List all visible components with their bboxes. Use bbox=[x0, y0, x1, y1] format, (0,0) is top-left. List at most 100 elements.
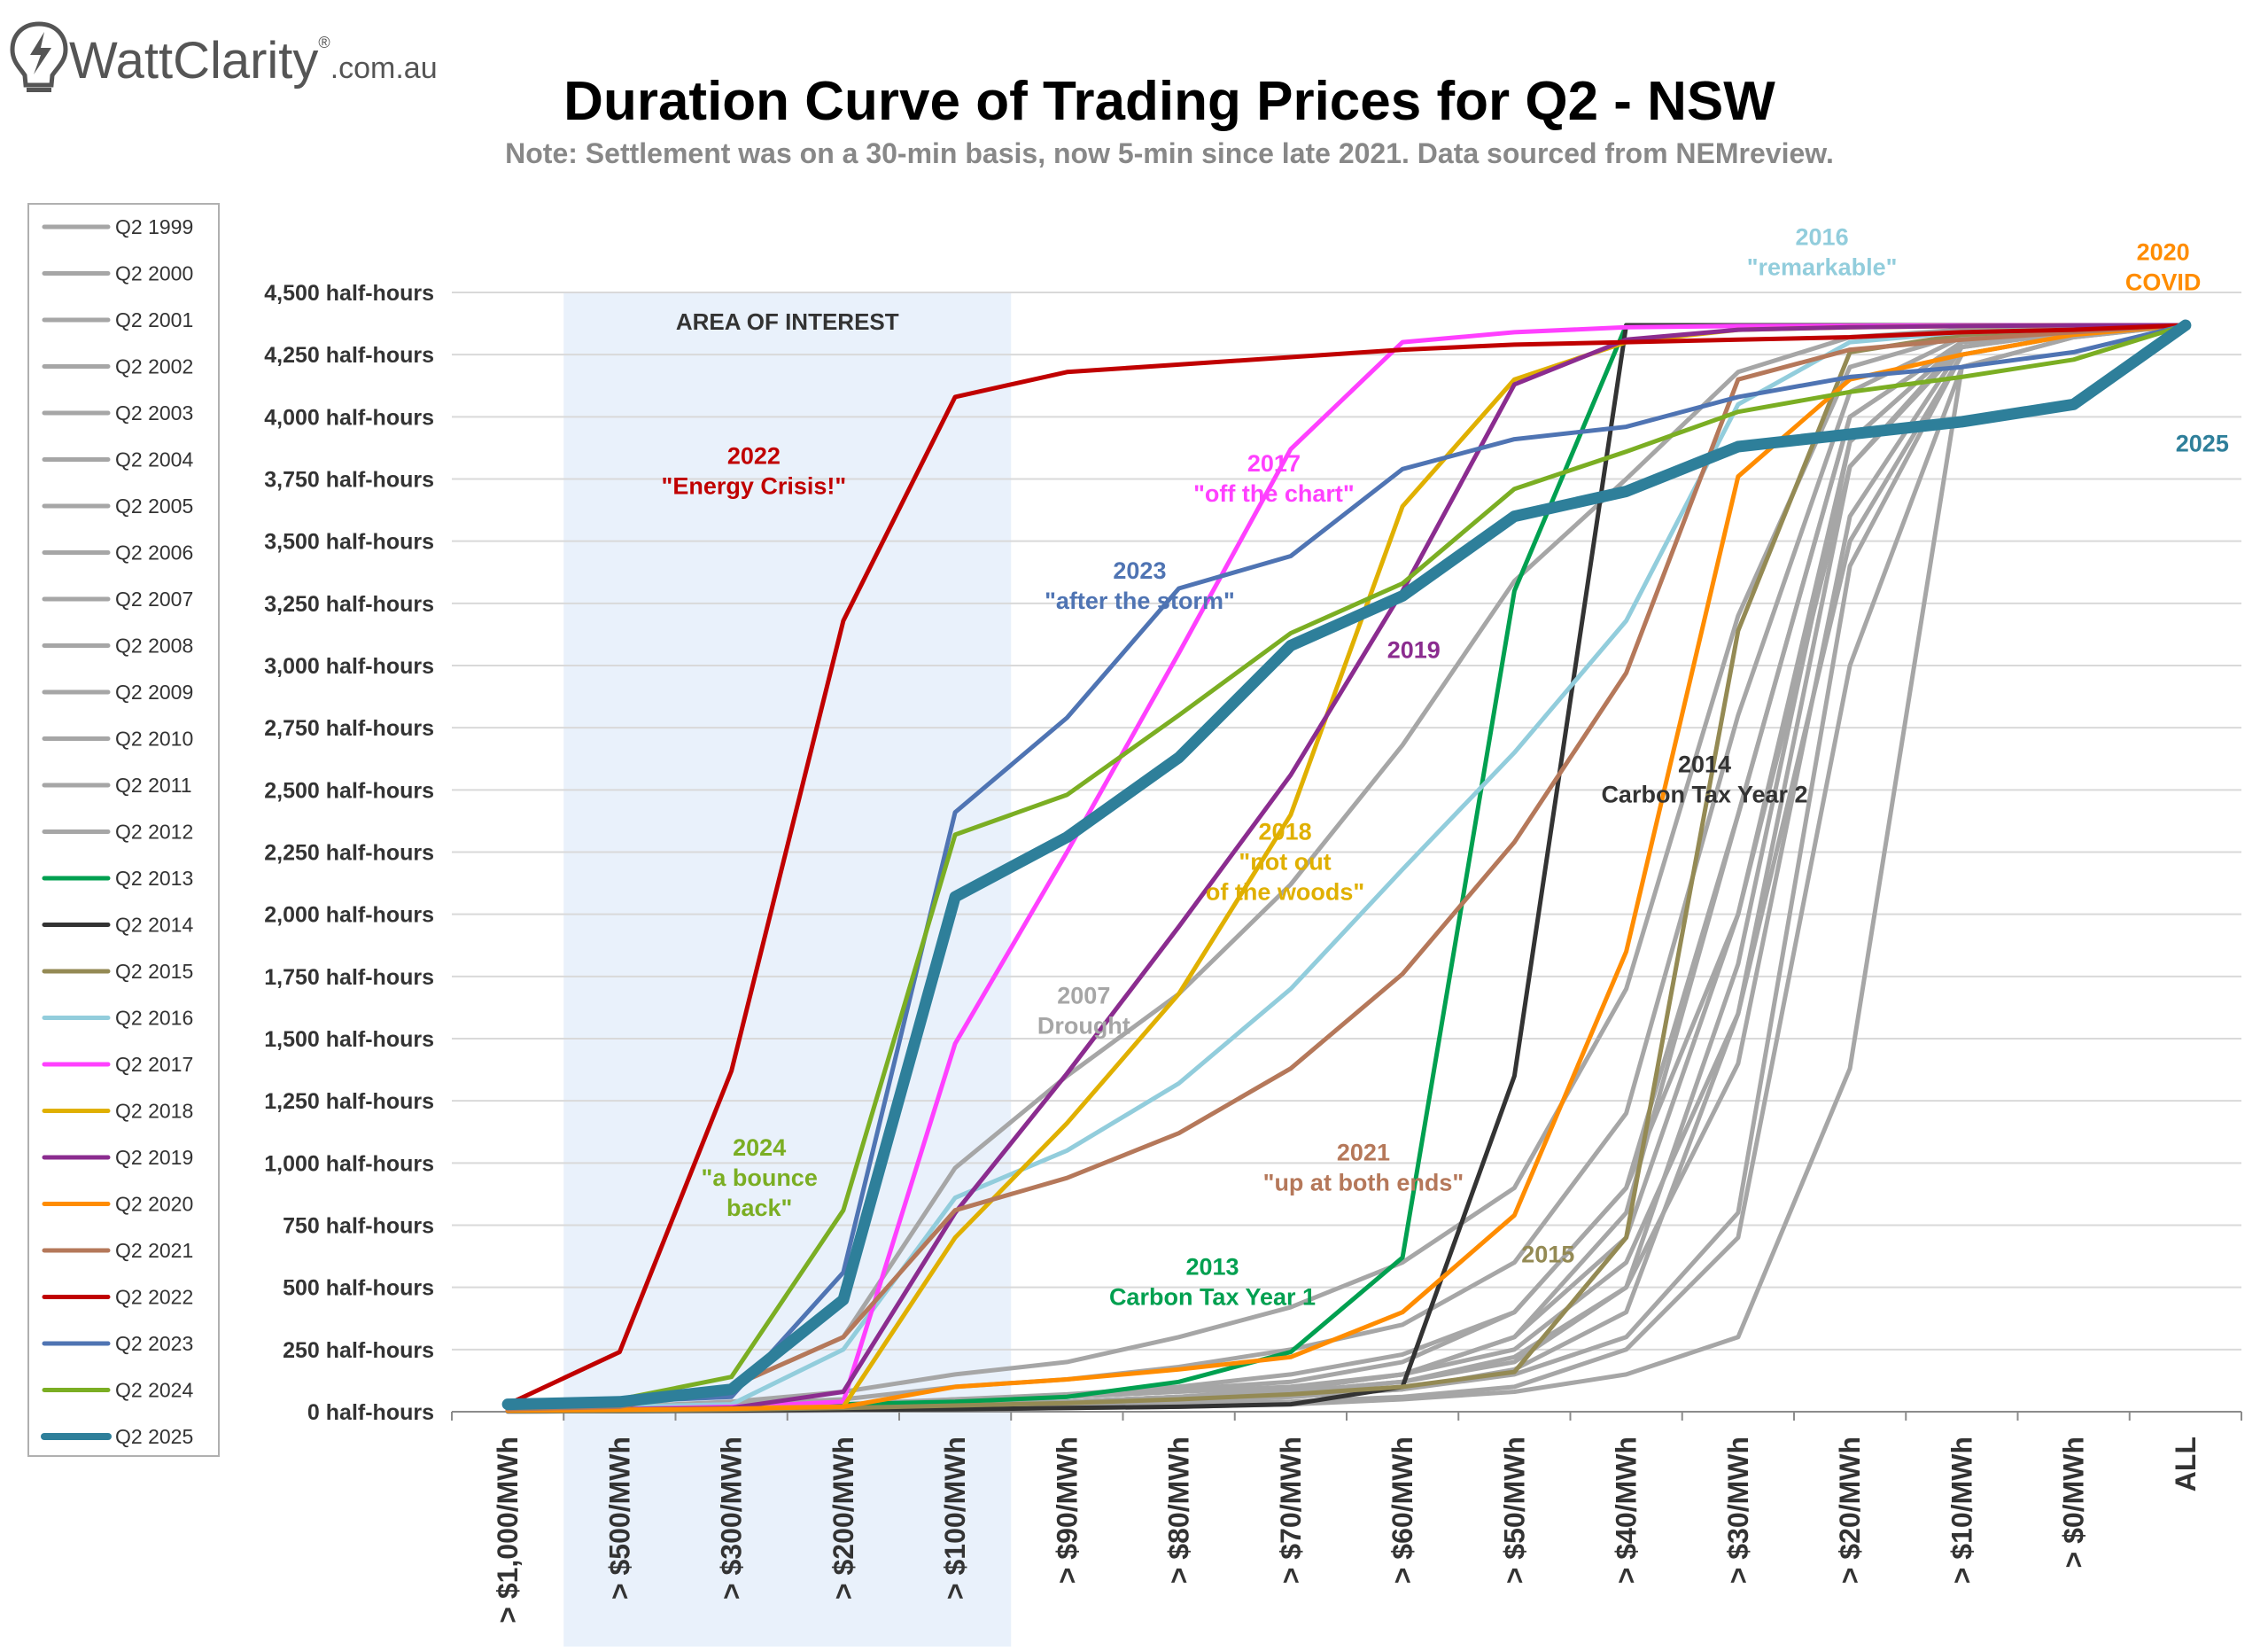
annotations: 2022 "Energy Crisis!"2017 "off the chart"2… bbox=[662, 224, 2229, 1311]
annotation-line: 2025 bbox=[2176, 431, 2229, 457]
y-tick-label: 2,750 half-hours bbox=[264, 716, 434, 741]
y-tick-label: 3,500 half-hours bbox=[264, 530, 434, 555]
y-tick-label: 1,000 half-hours bbox=[264, 1151, 434, 1176]
annotation-line: Drought bbox=[1037, 1013, 1130, 1040]
legend-label: Q2 2021 bbox=[115, 1239, 193, 1262]
annotation-2020: 2020 COVID bbox=[2125, 239, 2202, 296]
legend-entry-q2-2010: Q2 2010 bbox=[42, 728, 193, 751]
x-tick-label: > $50/MWh bbox=[1498, 1437, 1530, 1584]
annotation-2015: 2015 bbox=[1521, 1242, 1574, 1268]
legend-label: Q2 2025 bbox=[115, 1425, 193, 1448]
x-tick-label: > $300/MWh bbox=[716, 1437, 748, 1600]
legend-label: Q2 2011 bbox=[115, 774, 192, 797]
legend-entry-q2-2008: Q2 2008 bbox=[42, 635, 193, 658]
annotation-2017: 2017 "off the chart" bbox=[1193, 450, 1355, 507]
y-tick-label: 2,500 half-hours bbox=[264, 778, 434, 803]
y-tick-label: 3,750 half-hours bbox=[264, 468, 434, 493]
brand-suffix: .com.au bbox=[330, 51, 438, 85]
legend-entry-q2-2002: Q2 2002 bbox=[42, 355, 193, 378]
series-line-q2-2023 bbox=[505, 323, 2188, 1407]
annotation-line: "a bounce bbox=[702, 1164, 818, 1191]
legend-label: Q2 2014 bbox=[115, 914, 193, 937]
y-tick-label: 3,000 half-hours bbox=[264, 654, 434, 679]
y-tick-label: 4,250 half-hours bbox=[264, 343, 434, 368]
annotation-line: 2017 bbox=[1247, 450, 1301, 477]
annotation-line: 2024 bbox=[733, 1134, 786, 1161]
legend-entry-q2-2016: Q2 2016 bbox=[42, 1007, 193, 1030]
legend-entry-q2-1999: Q2 1999 bbox=[42, 215, 193, 238]
y-tick-label: 4,500 half-hours bbox=[264, 281, 434, 306]
x-tick-label: > $1,000/MWh bbox=[492, 1437, 524, 1624]
brand-name: WattClarity bbox=[69, 32, 318, 90]
legend-entry-q2-2025: Q2 2025 bbox=[41, 1425, 193, 1448]
legend-entry-q2-2023: Q2 2023 bbox=[42, 1332, 193, 1355]
annotation-2025: 2025 bbox=[2176, 431, 2229, 457]
legend-entry-q2-2022: Q2 2022 bbox=[42, 1286, 193, 1309]
series-line-q2-2021 bbox=[505, 323, 2188, 1412]
annotation-2016: 2016 "remarkable" bbox=[1747, 224, 1898, 281]
series-line-q2-2025 bbox=[501, 319, 2192, 1411]
x-tick-label: > $20/MWh bbox=[1834, 1437, 1866, 1584]
legend-label: Q2 2012 bbox=[115, 821, 193, 844]
series-line-q2-2020 bbox=[505, 323, 2188, 1413]
annotation-2019: 2019 bbox=[1387, 637, 1441, 664]
legend-label: Q2 2009 bbox=[115, 681, 193, 704]
legend-label: Q2 2023 bbox=[115, 1332, 193, 1355]
series-line-q2-2008 bbox=[505, 323, 2188, 1412]
annotation-line: Carbon Tax Year 1 bbox=[1109, 1284, 1316, 1311]
annotation-line: 2007 bbox=[1057, 983, 1110, 1009]
x-tick-label: > $100/MWh bbox=[939, 1437, 971, 1600]
x-tick-label: > $40/MWh bbox=[1611, 1437, 1643, 1584]
legend-label: Q2 2019 bbox=[115, 1146, 193, 1169]
legend-label: Q2 2020 bbox=[115, 1193, 193, 1216]
legend-label: Q2 2007 bbox=[115, 588, 193, 611]
legend-label: Q2 2000 bbox=[115, 262, 193, 285]
series-line-q2-2024 bbox=[505, 323, 2188, 1407]
legend-label: Q2 2006 bbox=[115, 541, 193, 565]
legend-entry-q2-2013: Q2 2013 bbox=[42, 867, 193, 890]
legend-label: Q2 2002 bbox=[115, 355, 193, 378]
legend-entry-q2-2004: Q2 2004 bbox=[42, 448, 193, 471]
legend-entry-q2-2006: Q2 2006 bbox=[42, 541, 193, 565]
svg-text:WattClarity®.com.au: WattClarity®.com.au bbox=[69, 32, 438, 90]
legend-label: Q2 2005 bbox=[115, 495, 193, 518]
annotation-2018: 2018 "not out of the woods" bbox=[1206, 818, 1364, 905]
legend-entry-q2-2015: Q2 2015 bbox=[42, 960, 193, 983]
annotation-2023: 2023 "after the storm" bbox=[1045, 557, 1235, 614]
annotation-2021: 2021 "up at both ends" bbox=[1263, 1140, 1464, 1196]
x-tick-label: > $200/MWh bbox=[827, 1437, 859, 1600]
annotation-line: of the woods" bbox=[1206, 878, 1364, 905]
legend-entry-q2-2020: Q2 2020 bbox=[42, 1193, 193, 1216]
y-tick-label: 250 half-hours bbox=[283, 1338, 434, 1363]
legend-entry-q2-2011: Q2 2011 bbox=[42, 774, 192, 797]
y-tick-label: 500 half-hours bbox=[283, 1276, 434, 1301]
y-tick-label: 3,250 half-hours bbox=[264, 592, 434, 617]
series-line-q2-2016 bbox=[505, 323, 2188, 1412]
x-tick-label: ALL bbox=[2170, 1437, 2202, 1491]
annotation-line: "after the storm" bbox=[1045, 588, 1235, 614]
legend-label: Q2 2016 bbox=[115, 1007, 193, 1030]
y-tick-label: 1,500 half-hours bbox=[264, 1027, 434, 1052]
series-lines bbox=[501, 319, 2192, 1414]
annotation-line: Carbon Tax Year 2 bbox=[1601, 782, 1807, 808]
annotation-line: back" bbox=[726, 1195, 792, 1221]
annotation-line: "off the chart" bbox=[1193, 480, 1355, 507]
x-tick-label: > $500/MWh bbox=[603, 1437, 635, 1600]
legend-entry-q2-2009: Q2 2009 bbox=[42, 681, 193, 704]
legend-label: Q2 2010 bbox=[115, 728, 193, 751]
legend-label: Q2 1999 bbox=[115, 215, 193, 238]
legend-label: Q2 2008 bbox=[115, 635, 193, 658]
legend-entry-q2-2003: Q2 2003 bbox=[42, 401, 193, 424]
y-tick-label: 750 half-hours bbox=[283, 1214, 434, 1239]
x-tick-label: > $10/MWh bbox=[1946, 1437, 1977, 1584]
y-tick-label: 4,000 half-hours bbox=[264, 405, 434, 430]
legend-entry-q2-2017: Q2 2017 bbox=[42, 1053, 193, 1076]
legend-label: Q2 2003 bbox=[115, 401, 193, 424]
y-tick-label: 1,250 half-hours bbox=[264, 1089, 434, 1114]
annotation-line: 2018 bbox=[1259, 818, 1312, 845]
brand-logo: WattClarity®.com.au bbox=[10, 21, 438, 92]
legend-label: Q2 2001 bbox=[115, 308, 193, 331]
legend-entry-q2-2001: Q2 2001 bbox=[42, 308, 193, 331]
